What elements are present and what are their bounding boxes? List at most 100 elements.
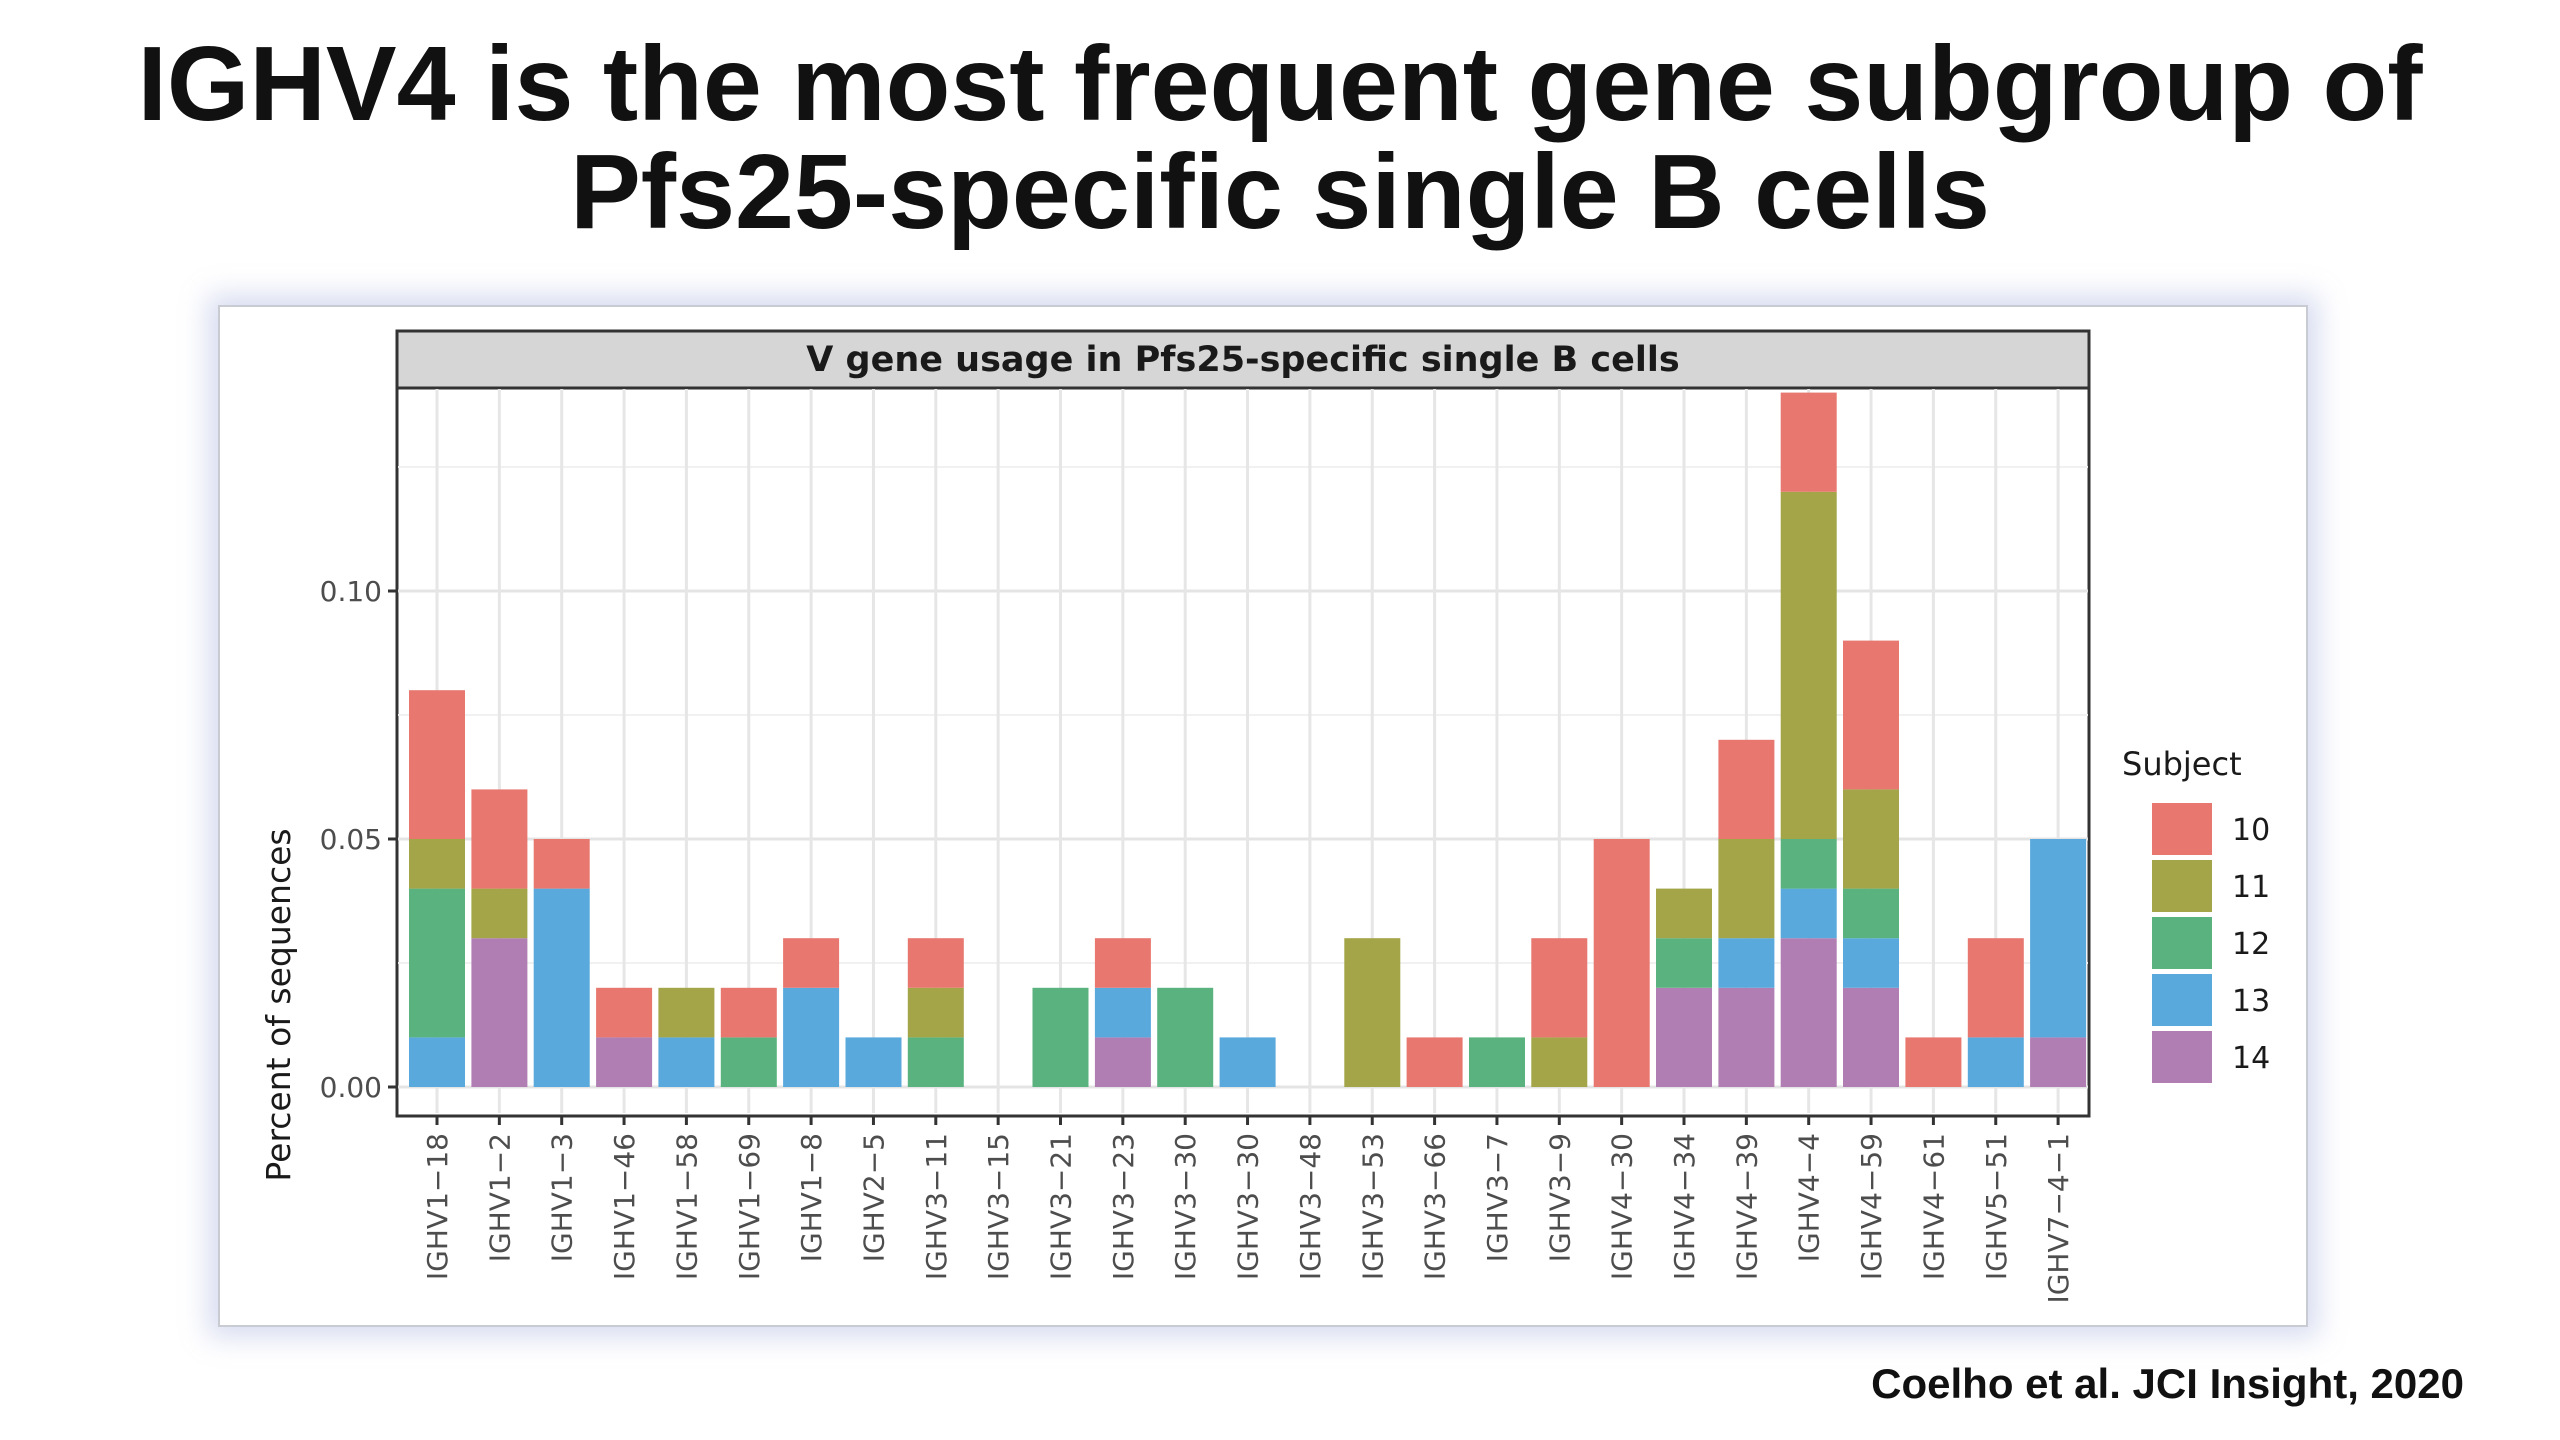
bar-segment-subject-14 <box>1718 987 1775 1087</box>
bar-segment-subject-14 <box>1780 938 1837 1087</box>
bar-segment-subject-13 <box>1780 888 1837 939</box>
x-tick-label: IGHV3−9 <box>1543 1133 1576 1262</box>
bar-segment-subject-10 <box>1780 392 1837 492</box>
bar-segment-subject-10 <box>907 938 964 988</box>
legend-key-subject-14 <box>2152 1031 2212 1083</box>
bars <box>409 392 2087 1087</box>
bar-segment-subject-10 <box>1531 938 1588 1038</box>
x-tick-label: IGHV3−15 <box>982 1133 1015 1280</box>
bar-segment-subject-13 <box>1718 938 1775 988</box>
slide-title-line-1: IGHV4 is the most frequent gene subgroup… <box>137 25 2423 143</box>
bar-segment-subject-12 <box>1843 888 1899 939</box>
y-tick-label: 0.05 <box>320 823 382 856</box>
bar-segment-subject-11 <box>409 839 465 889</box>
bar-segment-subject-10 <box>533 839 590 889</box>
slide-title-line-2: Pfs25-specific single B cells <box>570 133 1990 251</box>
bar-segment-subject-12 <box>907 1037 964 1087</box>
bar-segment-subject-13 <box>1094 987 1151 1038</box>
bar-segment-subject-13 <box>2030 839 2087 1038</box>
bar-segment-subject-13 <box>409 1037 465 1087</box>
legend-label-subject-11: 11 <box>2232 870 2270 905</box>
x-tick-label: IGHV4−59 <box>1855 1133 1888 1280</box>
bar-segment-subject-11 <box>471 888 528 939</box>
x-tick-label: IGHV4−61 <box>1917 1133 1950 1280</box>
bar-segment-subject-11 <box>1344 938 1401 1087</box>
bar-segment-subject-11 <box>658 987 715 1038</box>
legend-key-subject-12 <box>2152 917 2212 969</box>
bar-segment-subject-10 <box>1905 1037 1962 1087</box>
bar-segment-subject-13 <box>658 1037 715 1087</box>
x-tick-label: IGHV4−30 <box>1606 1133 1639 1280</box>
bar-segment-subject-12 <box>1780 839 1837 889</box>
x-tick-label: IGHV3−7 <box>1481 1133 1514 1262</box>
x-tick-label: IGHV3−48 <box>1294 1133 1327 1280</box>
bar-segment-subject-12 <box>1032 987 1089 1087</box>
slide-title: IGHV4 is the most frequent gene subgroup… <box>0 30 2560 246</box>
bar-segment-subject-14 <box>596 1037 653 1087</box>
x-tick-label: IGHV3−21 <box>1045 1133 1078 1280</box>
x-tick-label: IGHV3−66 <box>1419 1133 1452 1280</box>
x-tick-label: IGHV4−4 <box>1793 1133 1826 1262</box>
x-tick-label: IGHV4−39 <box>1730 1133 1763 1280</box>
bar-segment-subject-13 <box>1843 938 1899 988</box>
y-tick-label: 0.00 <box>320 1071 382 1104</box>
legend: Subject 10 11 12 13 14 <box>2122 745 2270 1083</box>
stacked-bar-chart: V gene usage in Pfs25-specific single B … <box>259 329 2270 1304</box>
legend-label-subject-13: 13 <box>2232 984 2270 1019</box>
x-tick-label: IGHV3−30 <box>1232 1133 1265 1280</box>
x-tick-label: IGHV1−3 <box>546 1133 579 1262</box>
x-tick-label: IGHV1−18 <box>421 1133 454 1280</box>
citation: Coelho et al. JCI Insight, 2020 <box>1871 1360 2464 1407</box>
y-axis-title: Percent of sequences <box>259 828 298 1181</box>
x-tick-label: IGHV1−69 <box>733 1133 766 1280</box>
x-tick-label: IGHV1−2 <box>483 1133 516 1262</box>
bar-segment-subject-12 <box>409 888 465 1038</box>
bar-segment-subject-11 <box>1780 491 1837 839</box>
bar-segment-subject-13 <box>845 1037 902 1087</box>
bar-segment-subject-12 <box>1656 938 1712 988</box>
bar-segment-subject-11 <box>1718 839 1775 939</box>
legend-label-subject-10: 10 <box>2232 813 2270 848</box>
bar-segment-subject-12 <box>720 1037 777 1087</box>
figure-frame: V gene usage in Pfs25-specific single B … <box>218 305 2308 1327</box>
bar-segment-subject-11 <box>907 987 964 1038</box>
x-tick-label: IGHV1−8 <box>795 1133 828 1262</box>
bar-segment-subject-14 <box>2030 1037 2087 1087</box>
x-tick-label: IGHV1−46 <box>608 1133 641 1280</box>
legend-title: Subject <box>2122 745 2242 783</box>
bar-segment-subject-10 <box>1094 938 1151 988</box>
x-tick-label: IGHV3−30 <box>1169 1133 1202 1280</box>
x-axis: IGHV1−18 IGHV1−2 IGHV1−3 IGHV1−46 IGHV1−58 IG… <box>421 1116 2075 1304</box>
bar-segment-subject-11 <box>1843 789 1899 889</box>
x-tick-label: IGHV3−23 <box>1107 1133 1140 1280</box>
bar-segment-subject-13 <box>533 888 590 1087</box>
bar-segment-subject-10 <box>1843 640 1899 790</box>
y-tick-label: 0.10 <box>320 575 382 608</box>
x-tick-label: IGHV2−5 <box>858 1133 891 1262</box>
bar-segment-subject-12 <box>1469 1037 1525 1087</box>
bar-segment-subject-14 <box>1094 1037 1151 1087</box>
bar-segment-subject-13 <box>1219 1037 1276 1087</box>
bar-segment-subject-14 <box>1843 987 1899 1087</box>
bar-segment-subject-11 <box>1656 888 1712 939</box>
bar-segment-subject-10 <box>1967 938 2024 1038</box>
bar-segment-subject-10 <box>720 987 777 1038</box>
legend-key-subject-10 <box>2152 803 2212 855</box>
legend-key-subject-11 <box>2152 860 2212 912</box>
x-tick-label: IGHV4−34 <box>1668 1133 1701 1280</box>
bar-segment-subject-14 <box>1656 987 1712 1087</box>
bar-segment-subject-14 <box>471 938 528 1087</box>
bar-segment-subject-12 <box>1157 987 1214 1087</box>
bar-segment-subject-10 <box>471 789 528 889</box>
bar-segment-subject-10 <box>1718 739 1775 839</box>
bar-segment-subject-10 <box>409 690 465 839</box>
x-tick-label: IGHV5−51 <box>1980 1133 2013 1280</box>
bar-segment-subject-10 <box>596 987 653 1038</box>
bar-segment-subject-11 <box>1531 1037 1588 1087</box>
bar-segment-subject-10 <box>783 938 840 988</box>
legend-label-subject-12: 12 <box>2232 927 2270 962</box>
legend-label-subject-14: 14 <box>2232 1041 2270 1076</box>
chart-title-strip <box>395 329 2091 390</box>
x-tick-label: IGHV7−4−1 <box>2042 1133 2075 1304</box>
bar-segment-subject-10 <box>1593 839 1650 1087</box>
